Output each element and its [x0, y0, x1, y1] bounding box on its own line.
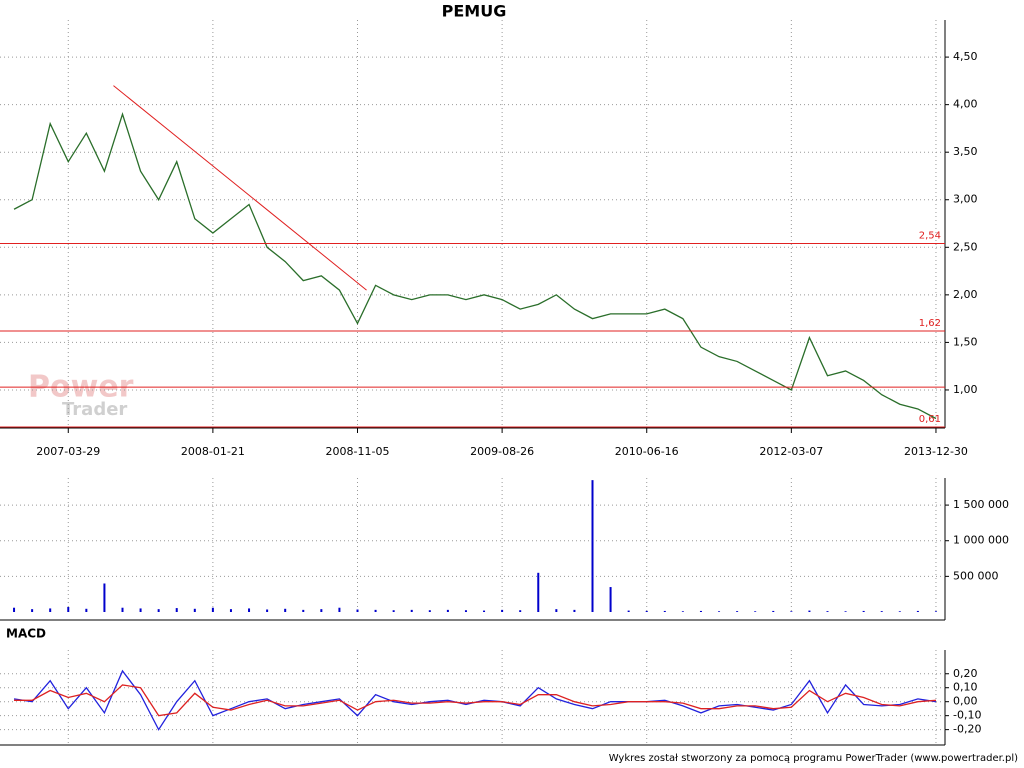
y-tick-label: 0,10 [953, 681, 978, 694]
bar [772, 610, 775, 612]
x-tick-label: 2012-03-07 [759, 445, 823, 458]
bar [862, 610, 865, 612]
bar [302, 609, 305, 612]
bar [392, 610, 395, 612]
y-tick-label: 3,00 [953, 193, 978, 206]
bar [808, 610, 811, 612]
bar [248, 608, 251, 612]
bar [844, 611, 847, 612]
y-tick-label: 4,50 [953, 50, 978, 63]
y-tick-label: 1,00 [953, 383, 978, 396]
bar [175, 608, 178, 612]
bar [157, 609, 160, 612]
bar [464, 610, 467, 612]
bar [916, 610, 919, 612]
bar [356, 609, 359, 612]
bar [754, 611, 757, 612]
bar [934, 611, 937, 612]
x-tick-label: 2008-11-05 [326, 445, 390, 458]
y-tick-label: 500 000 [953, 569, 999, 582]
bar [229, 609, 232, 612]
bar [519, 610, 522, 612]
bar [211, 607, 214, 612]
x-tick-label: 2009-08-26 [470, 445, 534, 458]
watermark: Trader [62, 399, 127, 420]
y-tick-label: 1 500 000 [953, 498, 1009, 511]
bar [663, 610, 666, 612]
bar [13, 607, 16, 612]
bar [121, 607, 124, 612]
y-tick-label: 2,50 [953, 240, 978, 253]
y-tick-label: 0,20 [953, 667, 978, 680]
y-tick-label: 2,00 [953, 288, 978, 301]
bar [898, 611, 901, 612]
bar [428, 610, 431, 612]
y-tick-label: -0,20 [953, 723, 981, 736]
bar [49, 608, 52, 612]
y-tick-label: 1,50 [953, 335, 978, 348]
bar [338, 607, 341, 612]
bar [573, 609, 576, 612]
bar [501, 609, 504, 612]
bar [483, 610, 486, 612]
y-tick-label: 1 000 000 [953, 534, 1009, 547]
x-tick-label: 2010-06-16 [615, 445, 679, 458]
level-label: 0,61 [919, 414, 941, 425]
bar [790, 611, 793, 612]
panel-title: MACD [6, 627, 46, 641]
y-tick-label: 3,50 [953, 145, 978, 158]
bar [880, 611, 883, 612]
y-tick-label: -0,10 [953, 709, 981, 722]
x-tick-label: 2013-12-30 [904, 445, 968, 458]
bar [410, 609, 413, 612]
chart-title: PEMUG [442, 2, 507, 21]
footer: Wykres został stworzony za pomocą progra… [609, 753, 1018, 764]
level-label: 2,54 [919, 230, 941, 241]
bar [826, 611, 829, 612]
bar [736, 611, 739, 612]
bar [266, 609, 269, 612]
x-tick-label: 2008-01-21 [181, 445, 245, 458]
bar [139, 608, 142, 612]
bar [85, 608, 88, 612]
level-label: 1,62 [919, 318, 941, 329]
price-line [14, 684, 937, 717]
bar [699, 610, 702, 612]
bar [718, 611, 721, 612]
bar [31, 609, 34, 612]
bar [591, 480, 594, 612]
bar [193, 608, 196, 612]
bar [555, 609, 558, 612]
bar [103, 583, 106, 612]
y-tick-label: 0,00 [953, 695, 978, 708]
trend-line [113, 85, 367, 291]
y-tick-label: 4,00 [953, 98, 978, 111]
x-tick-label: 2007-03-29 [36, 445, 100, 458]
bar [645, 610, 648, 612]
bar [67, 607, 70, 612]
bar [374, 609, 377, 612]
bar [609, 587, 612, 612]
bar [537, 572, 540, 612]
bar [446, 609, 449, 612]
price-line [13, 112, 937, 420]
bar [627, 610, 630, 612]
bar [320, 609, 323, 612]
bar [284, 608, 287, 612]
bar [681, 611, 684, 612]
